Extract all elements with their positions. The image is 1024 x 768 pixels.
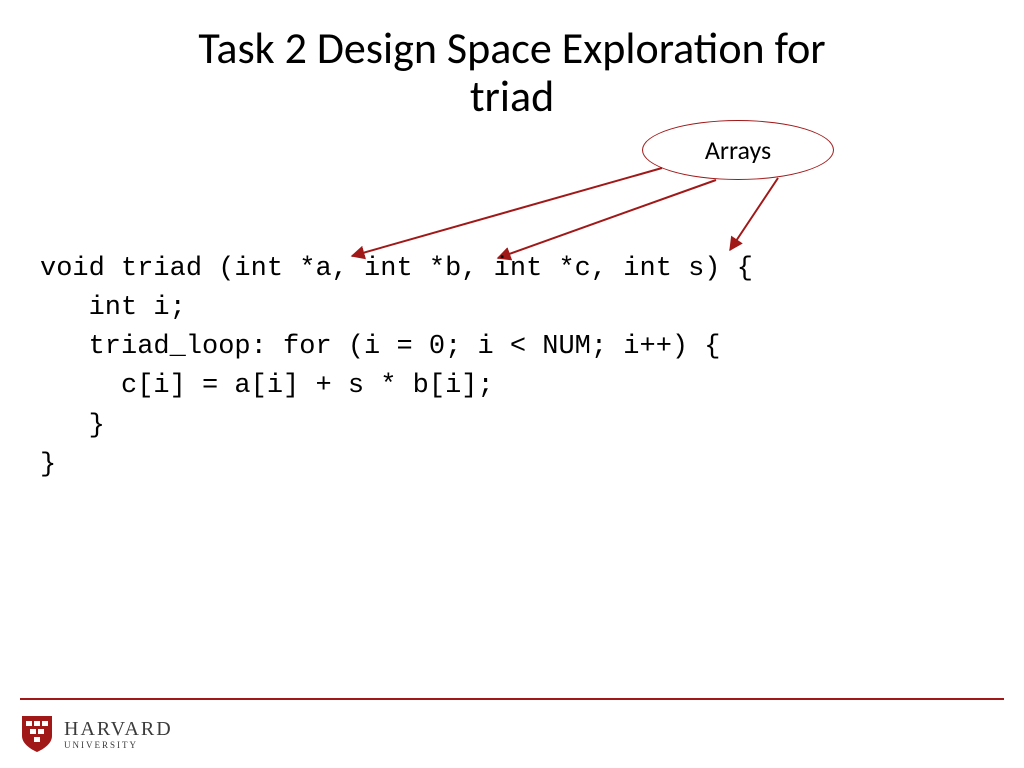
harvard-logo-text: HARVARD UNIVERSITY: [64, 719, 173, 750]
title-line-1: Task 2 Design Space Exploration for: [198, 21, 825, 75]
footer-divider: [20, 698, 1004, 700]
harvard-logo: HARVARD UNIVERSITY: [20, 714, 173, 754]
arrays-callout-ellipse: Arrays: [642, 120, 834, 180]
harvard-shield-icon: [20, 714, 54, 754]
arrays-callout-label: Arrays: [705, 134, 771, 166]
harvard-logo-name: HARVARD: [64, 719, 173, 739]
harvard-logo-sub: UNIVERSITY: [64, 741, 173, 750]
code-block: void triad (int *a, int *b, int *c, int …: [40, 250, 753, 485]
title-line-2: triad: [470, 69, 554, 123]
slide: { "title": { "line1": "Task 2 Design Spa…: [0, 0, 1024, 768]
slide-title: Task 2 Design Space Exploration for tria…: [0, 24, 1024, 121]
